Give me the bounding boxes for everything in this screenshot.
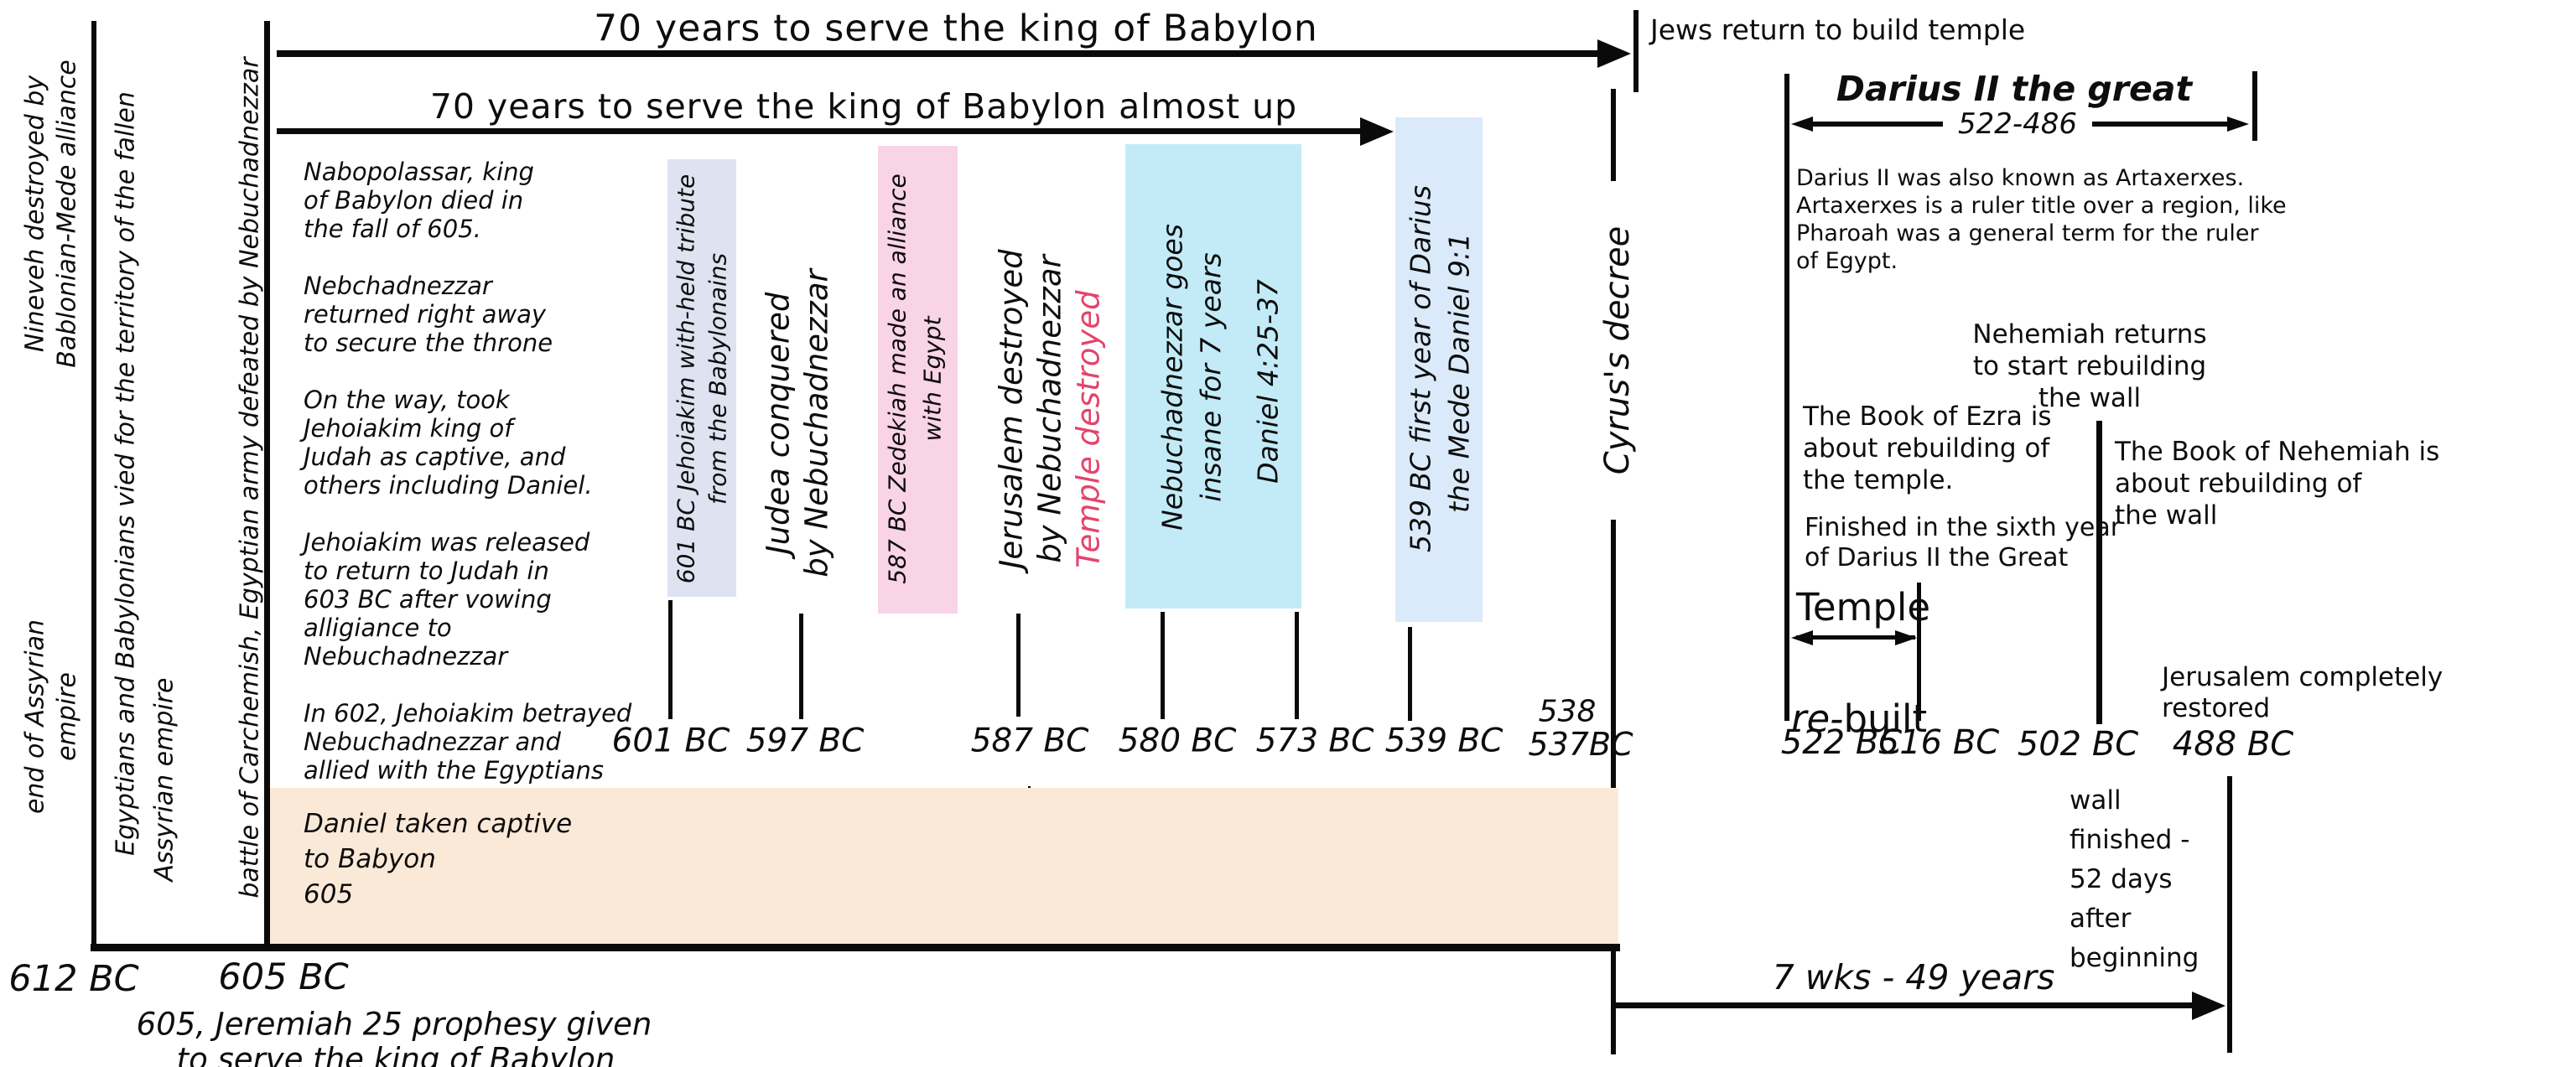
date-601: 601 BC	[611, 722, 730, 760]
cyrus-decree-label: Cyrus's decree	[1598, 225, 1637, 475]
darius-years: 522-486	[1942, 107, 2093, 141]
temple-arrow-line	[1796, 635, 1915, 640]
arrow70-line	[277, 50, 1600, 57]
cyrus-line-lower	[1611, 520, 1616, 1054]
darius-right-bar	[2252, 71, 2257, 141]
arrow70-almost-label: 70 years to serve the king of Babylon al…	[429, 86, 1298, 127]
event-jerusalem-line2: by Nebuchadnezzar	[1031, 255, 1068, 563]
event-jerusalem-line1: Jerusalem destroyed	[993, 249, 1030, 569]
label-nineveh-line1: Nineveh destroyed by	[20, 75, 50, 353]
label-egyptians-babylonians: Egyptians and Babylonians vied for the t…	[111, 91, 141, 856]
event-darius-mede-line1: 539 BC first year of Darius	[1404, 184, 1437, 553]
arrow70-almost-head-icon	[1360, 117, 1394, 146]
tick-597	[799, 614, 803, 719]
ezra-note: The Book of Ezra is about rebuilding of …	[1803, 401, 2052, 495]
date-522: 522 BC	[1780, 723, 1903, 762]
temple-right-bar	[1917, 583, 1921, 721]
temple-arrow-left-head-icon	[1791, 630, 1813, 645]
date-538: 538	[1538, 694, 1597, 729]
nehemiah-returns-note: Nehemiah returns to start rebuilding the…	[1972, 319, 2207, 413]
rebuilt-word: re-built	[1791, 652, 1927, 741]
date-580: 580 BC	[1118, 722, 1237, 760]
cyrus-line-upper	[1611, 89, 1616, 181]
rebuilt-prefix: re-	[1791, 697, 1844, 741]
label-assyrian-empire: Assyrian empire	[149, 677, 179, 882]
temple-arrow-right-head-icon	[1895, 630, 1917, 645]
seven-weeks-head-icon	[2192, 992, 2225, 1020]
event-box-insane	[1125, 144, 1301, 609]
event-judea-line2: by Nebuchadnezzar	[798, 269, 835, 578]
event-tribute-line1: 601 BC Jehoiakim with-held tribute	[672, 174, 700, 584]
temple-word: Temple	[1796, 585, 1931, 629]
darius-arrow-left-head-icon	[1791, 117, 1813, 132]
rebuilt-suffix: built	[1843, 697, 1928, 741]
jews-return-label: Jews return to build temple	[1650, 13, 2026, 46]
narrative-paragraph: Nabopolassar, king of Babylon died in th…	[304, 158, 632, 785]
date-539: 539 BC	[1384, 722, 1504, 760]
darius-note: Darius II was also known as Artaxerxes. …	[1796, 165, 2287, 274]
darius-title: Darius II the great	[1836, 69, 2193, 109]
finished-sixth-note: Finished in the sixth year of Darius II …	[1805, 513, 2122, 572]
date-587: 587 BC	[970, 722, 1089, 760]
event-insane-line3: Daniel 4:25-37	[1251, 279, 1285, 484]
event-zedekiah-line1: 587 BC Zedekiah made an alliance	[883, 174, 911, 584]
seven-weeks-line	[1616, 1002, 2194, 1008]
arrow70-almost-line	[277, 128, 1360, 134]
date-502: 502 BC	[2017, 725, 2139, 764]
date-537: 537BC	[1528, 726, 1633, 763]
event-box-darius-mede	[1395, 117, 1483, 622]
divider-line-left	[91, 21, 96, 945]
event-box-zedekiah	[878, 146, 958, 614]
jerusalem-restored-note: Jerusalem completely restored	[2162, 662, 2444, 723]
daniel-captive-box	[270, 788, 1618, 944]
tick-580	[1161, 612, 1165, 719]
event-temple-destroyed: Temple destroyed	[1070, 290, 1107, 568]
divider-line-carchemish	[264, 21, 270, 945]
seven-weeks-label: 7 wks - 49 years	[1772, 957, 2055, 997]
jeremiah-line2: to serve the king of Babylon	[176, 1041, 615, 1067]
event-judea-line1: Judea conquered	[760, 292, 797, 555]
tick-587	[1016, 614, 1021, 717]
daniel-captive-text: Daniel taken captive to Babyon 605	[304, 809, 573, 909]
label-end-assyrian-line1: end of Assyrian	[20, 619, 50, 815]
label-end-assyrian-line2: empire	[52, 672, 82, 761]
jeremiah-line1: 605, Jeremiah 25 prophesy given	[136, 1006, 652, 1043]
darius-left-bar	[1784, 74, 1789, 721]
event-insane-line2: insane for 7 years	[1194, 252, 1228, 502]
event-tribute-line2: from the Babylonains	[704, 252, 732, 505]
tick-573	[1295, 612, 1299, 719]
nehemiah-line	[2096, 421, 2102, 724]
jews-return-tick	[1633, 10, 1639, 92]
label-carchemish: battle of Carchemish, Egyptian army defe…	[235, 57, 265, 899]
tick-601	[668, 600, 673, 719]
date-573: 573 BC	[1255, 722, 1374, 760]
label-nineveh-line2: Bablonian-Mede alliance	[52, 60, 82, 368]
darius-arrow-right-head-icon	[2227, 117, 2249, 132]
date-612: 612 BC	[8, 958, 139, 1000]
event-zedekiah-line2: with Egypt	[918, 316, 947, 442]
date-488: 488 BC	[2172, 725, 2294, 764]
event-insane-line1: Nebuchadnezzar goes	[1156, 224, 1189, 531]
date-597: 597 BC	[745, 722, 865, 760]
timeline-baseline	[91, 944, 1620, 951]
date-605: 605 BC	[218, 956, 349, 998]
arrow70-label: 70 years to serve the king of Babylon	[594, 7, 1318, 50]
arrow70-head-icon	[1597, 39, 1631, 68]
event-box-tribute	[667, 159, 736, 597]
nehemiah-book-note: The Book of Nehemiah is about rebuilding…	[2115, 437, 2440, 531]
date-516: 516 BC	[1877, 723, 2000, 762]
line-488	[2227, 776, 2232, 1053]
event-darius-mede-line2: the Mede Daniel 9:1	[1442, 233, 1476, 513]
tick-539	[1408, 627, 1412, 721]
wall-finished-note: wall finished - 52 days after beginning	[2070, 785, 2199, 973]
